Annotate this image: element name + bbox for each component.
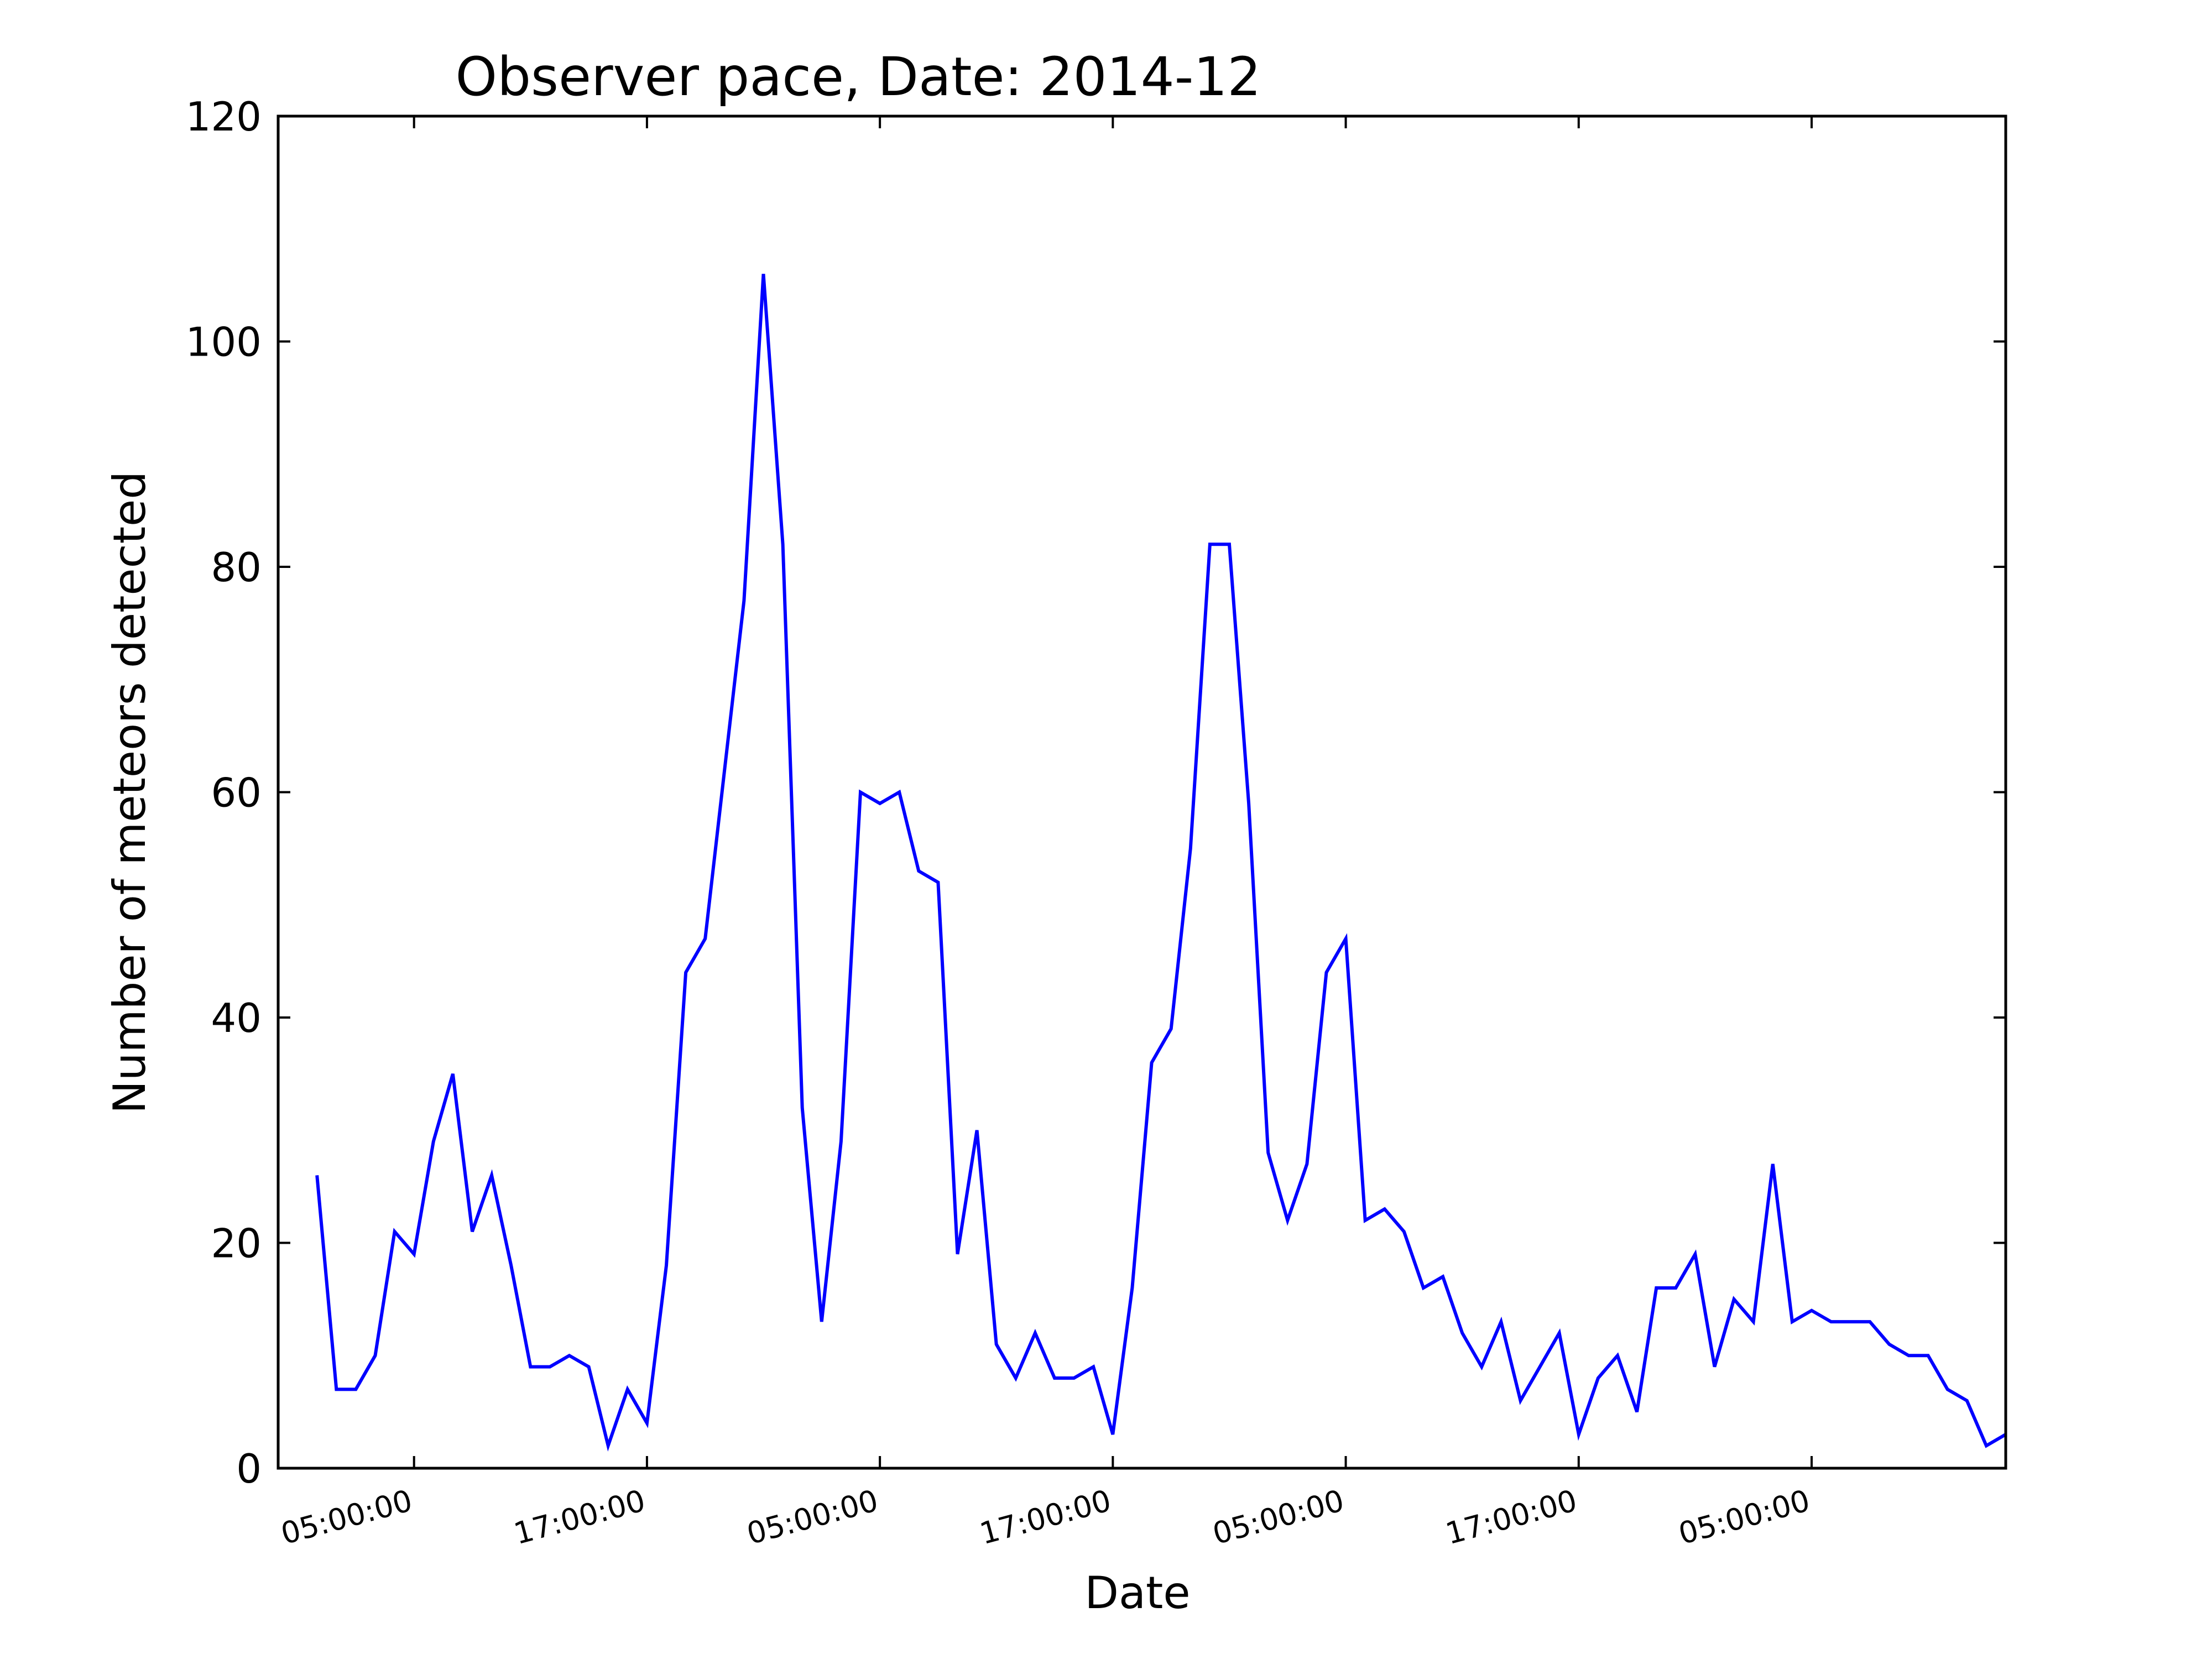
- x-axis-label: Date: [1084, 1567, 1190, 1619]
- y-tick-label: 100: [186, 319, 262, 366]
- x-tick-label: 05:00:00: [1675, 1483, 1814, 1552]
- y-tick-label: 0: [236, 1446, 262, 1492]
- y-tick-label: 40: [211, 995, 262, 1041]
- x-tick-label: 05:00:00: [743, 1483, 882, 1552]
- y-tick-label: 120: [186, 93, 262, 140]
- plot-area: 0 20 40 60 80 100 120 05:00:00 17:00:00 05:00:00 1…: [186, 93, 2007, 1552]
- y-tick-label: 80: [211, 544, 262, 591]
- y-axis-label: Number of meteors detected: [104, 471, 155, 1114]
- x-tick-label: 05:00:00: [277, 1483, 416, 1552]
- x-tick-label: 17:00:00: [976, 1483, 1115, 1552]
- x-tick-label: 05:00:00: [1209, 1483, 1348, 1552]
- plot-frame: [276, 114, 2007, 1470]
- series-line-meteors: [315, 274, 2007, 1452]
- y-tick-label: 60: [211, 770, 262, 816]
- chart-title: Observer pace, Date: 2014-12: [456, 46, 1261, 108]
- x-tick-label: 17:00:00: [1442, 1483, 1581, 1552]
- x-tick-label: 17:00:00: [510, 1483, 649, 1552]
- y-tick-label: 20: [211, 1220, 262, 1267]
